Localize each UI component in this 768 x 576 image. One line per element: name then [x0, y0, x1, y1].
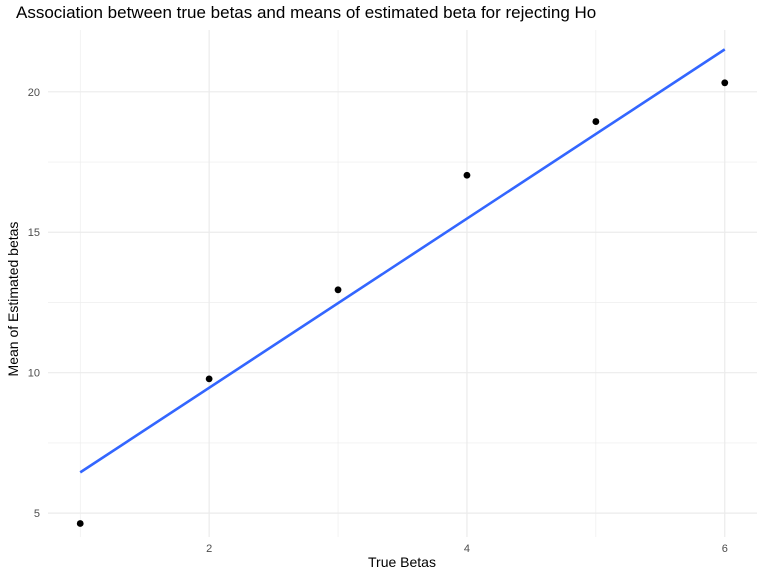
y-tick-label: 15: [28, 227, 40, 239]
x-axis-title: True Betas: [368, 554, 436, 570]
chart-title: Association between true betas and means…: [16, 3, 597, 22]
regression-line: [79, 48, 726, 474]
minor-gridlines: [48, 30, 757, 537]
x-tick-label: 2: [206, 543, 212, 555]
data-point: [463, 171, 471, 179]
data-point: [721, 79, 729, 87]
x-axis-tick-labels: 2 4 6: [206, 543, 728, 555]
y-tick-label: 5: [34, 508, 40, 520]
major-gridlines: [48, 30, 757, 537]
y-tick-label: 10: [28, 368, 40, 380]
y-tick-label: 20: [28, 87, 40, 99]
y-axis-title: Mean of Estimated betas: [5, 222, 21, 377]
data-point: [334, 286, 342, 294]
fit-line-layer: [79, 48, 726, 474]
x-tick-label: 4: [464, 543, 470, 555]
x-tick-label: 6: [722, 543, 728, 555]
y-axis-tick-labels: 5 10 15 20: [28, 87, 40, 520]
data-point: [592, 118, 600, 125]
data-point: [76, 520, 84, 527]
data-points: [76, 79, 729, 527]
data-point: [205, 375, 213, 383]
